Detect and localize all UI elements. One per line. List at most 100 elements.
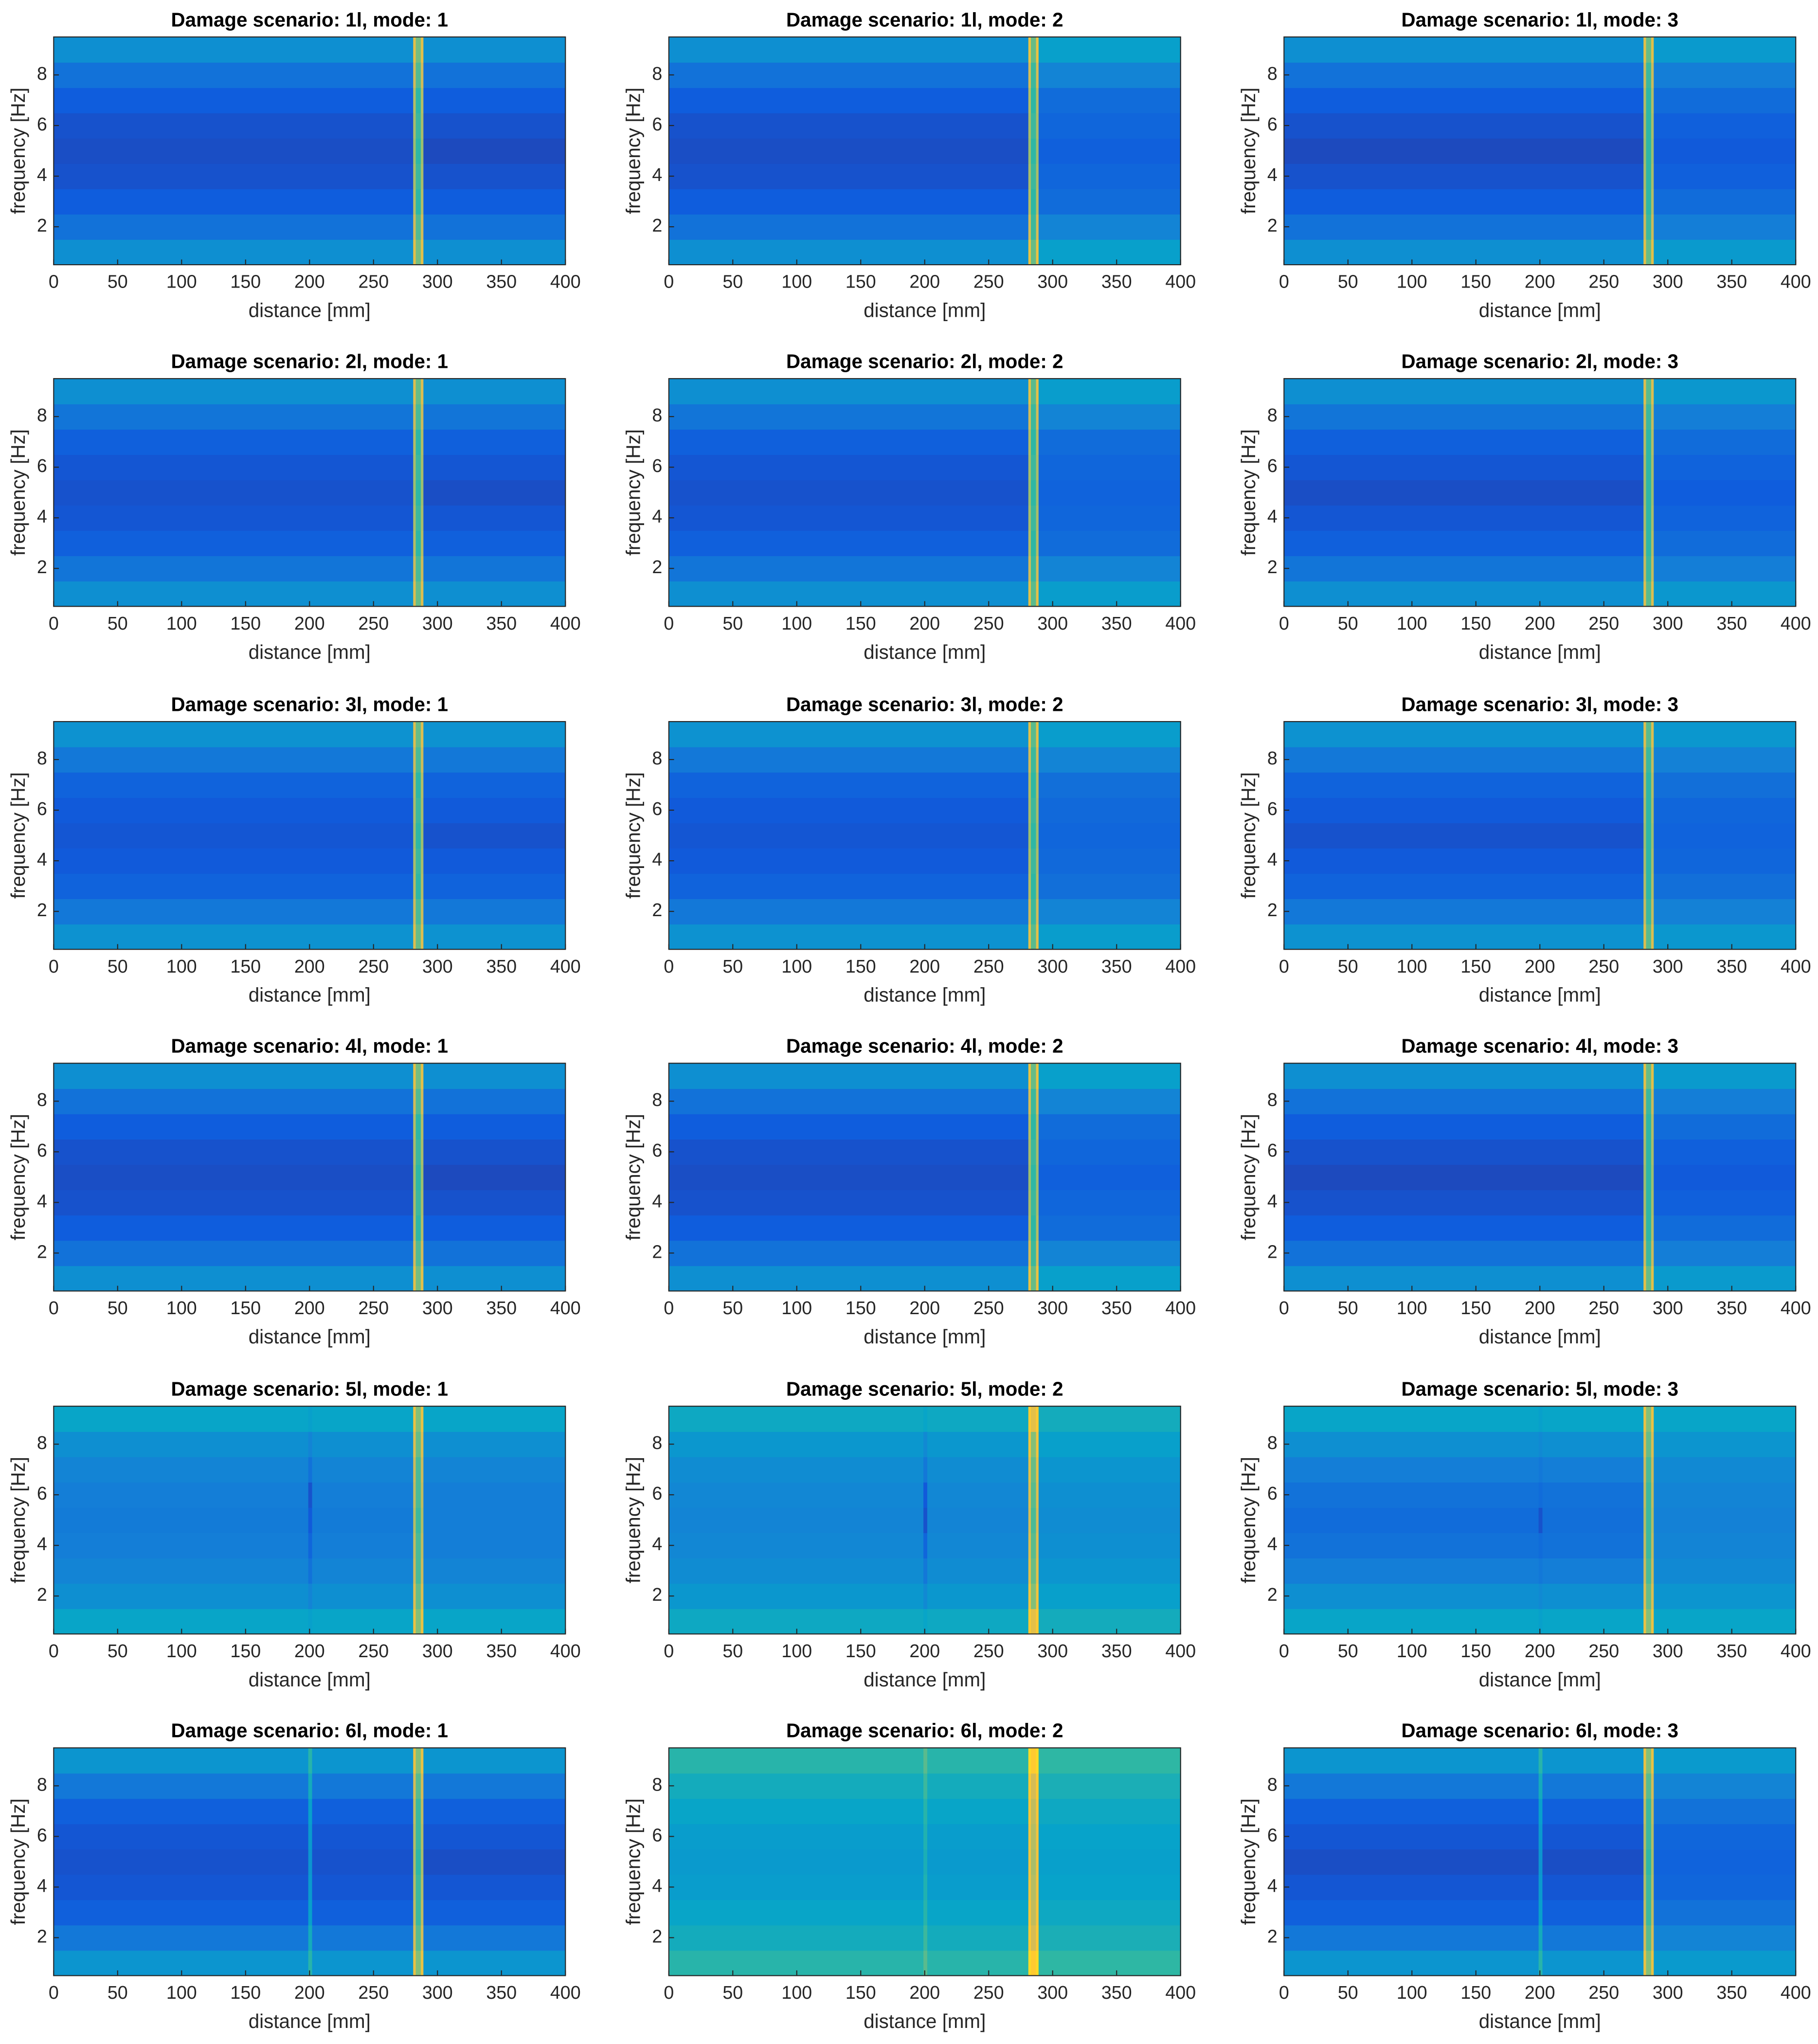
- x-tick-label: 300: [422, 956, 453, 977]
- heatmap-cell: [923, 1849, 928, 1875]
- heatmap-cell: [1654, 1482, 1797, 1508]
- heatmap-cell: [1036, 772, 1039, 798]
- heatmap-cell: [1643, 379, 1647, 404]
- heatmap-cell: [421, 1215, 424, 1241]
- chart-title: Damage scenario: 3l, mode: 1: [171, 693, 449, 715]
- heatmap-cell: [1654, 189, 1797, 215]
- heatmap-cell: [1284, 747, 1644, 773]
- heatmap-cell: [927, 1558, 1029, 1584]
- heatmap-cell: [1646, 189, 1652, 215]
- y-tick-label: 2: [652, 215, 662, 235]
- heatmap-cell: [1538, 1849, 1543, 1875]
- heatmap-cell: [1038, 530, 1181, 557]
- heatmap-cell: [1542, 1609, 1644, 1635]
- y-tick-label: 2: [652, 1241, 662, 1262]
- y-tick-label: 4: [37, 849, 47, 869]
- heatmap-cell: [54, 1406, 309, 1432]
- heatmap-cell: [1031, 1583, 1037, 1610]
- chart-title: Damage scenario: 5l, mode: 3: [1402, 1378, 1679, 1400]
- x-tick-label: 200: [909, 956, 940, 977]
- x-tick-label: 100: [781, 1641, 812, 1661]
- heatmap-cell: [308, 1899, 313, 1926]
- heatmap-cell: [1651, 36, 1655, 63]
- heatmap-cell: [54, 1457, 309, 1483]
- heatmap-cell: [1036, 480, 1039, 506]
- heatmap-cell: [54, 113, 414, 139]
- heatmap-cell: [1646, 1482, 1652, 1508]
- y-axis-label: frequency [Hz]: [1237, 1798, 1260, 1925]
- heatmap-cell: [1036, 214, 1039, 240]
- x-tick-label: 150: [230, 1298, 261, 1318]
- heatmap-cell: [421, 214, 424, 240]
- chart-title: Damage scenario: 3l, mode: 3: [1402, 693, 1679, 715]
- heatmap-cell: [1542, 1457, 1644, 1483]
- x-tick-label: 100: [1397, 613, 1427, 633]
- heatmap-cell: [668, 1215, 1029, 1241]
- heatmap-cell: [415, 1748, 421, 1774]
- heatmap-cell: [1651, 429, 1655, 455]
- heatmap-cell: [1542, 1925, 1644, 1951]
- x-tick-label: 0: [1279, 271, 1289, 292]
- x-tick-label: 200: [909, 613, 940, 633]
- y-tick-label: 8: [37, 63, 47, 84]
- heatmap-cell: [923, 1824, 928, 1850]
- heatmap-cell: [421, 1088, 424, 1115]
- heatmap-cell: [1643, 1899, 1647, 1926]
- heatmap-cell: [1284, 1215, 1644, 1241]
- heatmap-cell: [1654, 1431, 1797, 1457]
- heatmap-cell: [1284, 113, 1644, 139]
- y-tick-label: 2: [652, 557, 662, 577]
- heatmap-cell: [423, 1088, 566, 1115]
- x-tick-label: 200: [1525, 1982, 1555, 2003]
- heatmap-cell: [1038, 1609, 1181, 1635]
- heatmap-cell: [927, 1773, 1029, 1799]
- heatmap-cell: [423, 1950, 566, 1976]
- y-tick-label: 2: [1267, 900, 1278, 920]
- heatmap-cell: [1028, 581, 1031, 607]
- x-tick-label: 50: [108, 956, 128, 977]
- heatmap-cell: [1036, 581, 1039, 607]
- heatmap-cell: [1028, 87, 1031, 113]
- x-tick-label: 350: [1716, 271, 1747, 292]
- chart-title: Damage scenario: 1l, mode: 3: [1402, 8, 1679, 31]
- heatmap-cell: [1028, 480, 1031, 506]
- heatmap-cell: [421, 163, 424, 189]
- x-tick-label: 350: [486, 1298, 517, 1318]
- heatmap-cell: [413, 1533, 416, 1559]
- y-axis-label: frequency [Hz]: [7, 772, 29, 899]
- y-tick-label: 6: [652, 1483, 662, 1503]
- heatmap-cell: [1038, 36, 1181, 63]
- heatmap-cell: [413, 848, 416, 874]
- heatmap-cell: [413, 797, 416, 823]
- y-tick-label: 8: [1267, 1432, 1278, 1453]
- heatmap-cell: [1031, 1558, 1037, 1584]
- heatmap-cell: [1643, 722, 1647, 747]
- heatmap-cell: [668, 1063, 1029, 1089]
- heatmap-cell: [423, 1925, 566, 1951]
- x-axis-label: distance [mm]: [249, 2010, 371, 2032]
- x-tick-label: 0: [664, 956, 674, 977]
- heatmap-cell: [1643, 848, 1647, 874]
- x-tick-label: 150: [846, 271, 876, 292]
- heatmap-cell: [1031, 1139, 1037, 1165]
- heatmap-cell: [423, 138, 566, 164]
- heatmap-cell: [423, 1215, 566, 1241]
- heatmap-cell: [1036, 1431, 1039, 1457]
- y-tick-label: 8: [37, 748, 47, 768]
- heatmap-cell: [1646, 873, 1652, 899]
- heatmap-cell: [1031, 1063, 1037, 1089]
- heatmap-cell: [423, 1824, 566, 1850]
- heatmap-cell: [1538, 1824, 1543, 1850]
- heatmap-cell: [1284, 1088, 1644, 1115]
- heatmap-cell: [308, 1798, 313, 1825]
- heatmap-cell: [1651, 1748, 1655, 1774]
- heatmap-cell: [1038, 556, 1181, 582]
- x-tick-label: 350: [1101, 1641, 1132, 1661]
- heatmap-cell: [1036, 1609, 1039, 1635]
- heatmap-cell: [1028, 848, 1031, 874]
- heatmap-cell: [415, 1798, 421, 1825]
- heatmap-cell: [1028, 747, 1031, 773]
- heatmap-cell: [1284, 379, 1644, 404]
- y-axis-label: frequency [Hz]: [622, 1457, 645, 1583]
- y-tick-label: 4: [37, 164, 47, 185]
